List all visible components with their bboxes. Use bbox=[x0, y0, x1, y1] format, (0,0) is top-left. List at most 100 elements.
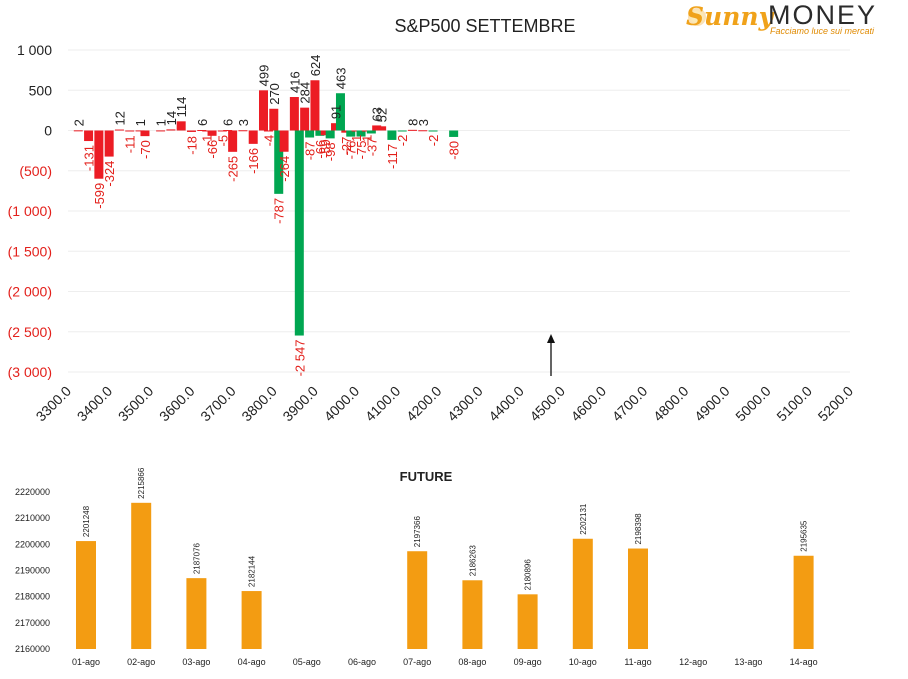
bar bbox=[156, 130, 166, 132]
bar bbox=[94, 130, 104, 179]
bar bbox=[335, 93, 345, 131]
future-x-tick-label: 13-ago bbox=[734, 657, 762, 667]
x-tick-label: 5100.0 bbox=[773, 383, 815, 425]
bar-value-label: 499 bbox=[257, 65, 272, 87]
bar-value-label: 6 bbox=[221, 119, 236, 126]
bar bbox=[202, 130, 212, 132]
bar-value-label: -87 bbox=[303, 142, 318, 161]
bar-value-label: 2 bbox=[71, 119, 86, 126]
bar bbox=[377, 126, 387, 131]
x-tick-label: 4800.0 bbox=[650, 383, 692, 425]
bar-value-label: -80 bbox=[447, 141, 462, 160]
future-bar-value-label: 2195635 bbox=[800, 520, 809, 552]
bar bbox=[166, 129, 176, 131]
x-tick-label: 4900.0 bbox=[691, 383, 733, 425]
logo-sunny-text: Sunny bbox=[686, 2, 774, 31]
x-tick-label: 3400.0 bbox=[74, 383, 116, 425]
bar bbox=[223, 130, 233, 132]
bar-value-label: -2 bbox=[426, 135, 441, 147]
bar-value-label: -1 bbox=[200, 135, 215, 147]
bar bbox=[407, 129, 417, 131]
future-x-tick-label: 09-ago bbox=[514, 657, 542, 667]
bar bbox=[366, 130, 376, 134]
bar-value-label: 1 bbox=[154, 119, 169, 126]
bar-value-label: -70 bbox=[138, 140, 153, 159]
bar-value-label: -66 bbox=[313, 140, 328, 159]
y-tick-label: (1 500) bbox=[8, 243, 52, 259]
x-tick-label: 3600.0 bbox=[156, 383, 198, 425]
future-chart: FUTURE 2160000 2170000 2180000 2190000 22000… bbox=[15, 467, 818, 667]
future-x-tick-label: 14-ago bbox=[790, 657, 818, 667]
bar-value-label: -1 bbox=[359, 135, 374, 147]
bar-value-label: -117 bbox=[385, 144, 400, 169]
bar-value-label: -5 bbox=[215, 135, 230, 147]
bar bbox=[351, 130, 361, 132]
price-arrow-head bbox=[547, 334, 555, 343]
future-x-tick-label: 08-ago bbox=[458, 657, 486, 667]
future-bar bbox=[76, 541, 96, 649]
future-x-tick-label: 12-ago bbox=[679, 657, 707, 667]
bar-value-label: 63 bbox=[370, 107, 385, 121]
bar bbox=[125, 130, 135, 132]
y-tick-label: (2 000) bbox=[8, 284, 52, 300]
logo-tagline: Facciamo luce sui mercati bbox=[770, 26, 875, 36]
bar-value-label: 8 bbox=[405, 119, 420, 126]
x-tick-label: 3500.0 bbox=[115, 383, 157, 425]
bar bbox=[104, 130, 114, 157]
y-tick-label: (2 500) bbox=[8, 324, 52, 340]
x-tick-label: 3700.0 bbox=[197, 383, 239, 425]
bar bbox=[331, 123, 341, 131]
x-tick-label: 4600.0 bbox=[568, 383, 610, 425]
bar bbox=[305, 130, 315, 138]
bar-value-label: -66 bbox=[205, 140, 220, 159]
bar bbox=[397, 130, 407, 132]
future-y-tick-label: 2190000 bbox=[15, 566, 50, 576]
future-bar-value-label: 2197366 bbox=[413, 516, 422, 548]
bar bbox=[449, 130, 459, 137]
bar bbox=[176, 121, 186, 131]
bar-value-label: 6 bbox=[195, 119, 210, 126]
y-tick-label: (500) bbox=[19, 163, 52, 179]
bar bbox=[114, 129, 124, 131]
bar bbox=[259, 90, 268, 131]
bar bbox=[135, 130, 145, 132]
y-tick-label: 1 000 bbox=[17, 42, 52, 58]
future-bar bbox=[517, 594, 538, 649]
bar bbox=[418, 130, 428, 132]
bar-value-label: -1 bbox=[349, 135, 364, 147]
bar-value-label: 270 bbox=[267, 83, 282, 105]
bar bbox=[269, 108, 279, 131]
bar bbox=[325, 130, 335, 139]
future-x-tick-label: 07-ago bbox=[403, 657, 431, 667]
x-tick-label: 4500.0 bbox=[526, 383, 568, 425]
sp500-options-chart: S&P500 SETTEMBRE 2-131-599-32412-111-701… bbox=[8, 16, 857, 425]
bar bbox=[361, 130, 371, 132]
logo-money-text: MONEY bbox=[768, 0, 878, 30]
future-bar bbox=[407, 551, 428, 649]
bar bbox=[228, 130, 238, 152]
future-x-tick-label: 02-ago bbox=[127, 657, 155, 667]
x-tick-label: 3900.0 bbox=[279, 383, 321, 425]
future-y-tick-label: 2200000 bbox=[15, 539, 50, 549]
bar-value-label: -76 bbox=[344, 141, 359, 160]
future-bar-value-label: 2182144 bbox=[248, 555, 257, 587]
x-tick-label: 3800.0 bbox=[238, 383, 280, 425]
x-tick-label: 4700.0 bbox=[609, 383, 651, 425]
future-bar bbox=[462, 580, 483, 649]
future-chart-title: FUTURE bbox=[400, 469, 453, 484]
future-bar bbox=[572, 538, 593, 649]
y-tick-label: 0 bbox=[44, 123, 52, 139]
bar-value-label: -264 bbox=[277, 156, 292, 182]
chart-title: S&P500 SETTEMBRE bbox=[394, 16, 575, 36]
future-bar-value-label: 2180896 bbox=[524, 559, 533, 591]
bar bbox=[186, 130, 196, 132]
bar bbox=[289, 97, 299, 131]
bar bbox=[341, 130, 351, 133]
bar-value-label: 1 bbox=[133, 119, 148, 126]
future-bar bbox=[241, 591, 262, 649]
future-bar bbox=[793, 555, 814, 649]
future-x-tick-label: 05-ago bbox=[293, 657, 321, 667]
bar bbox=[294, 130, 304, 336]
future-x-tick-label: 03-ago bbox=[182, 657, 210, 667]
y-tick-label: 500 bbox=[29, 82, 53, 98]
